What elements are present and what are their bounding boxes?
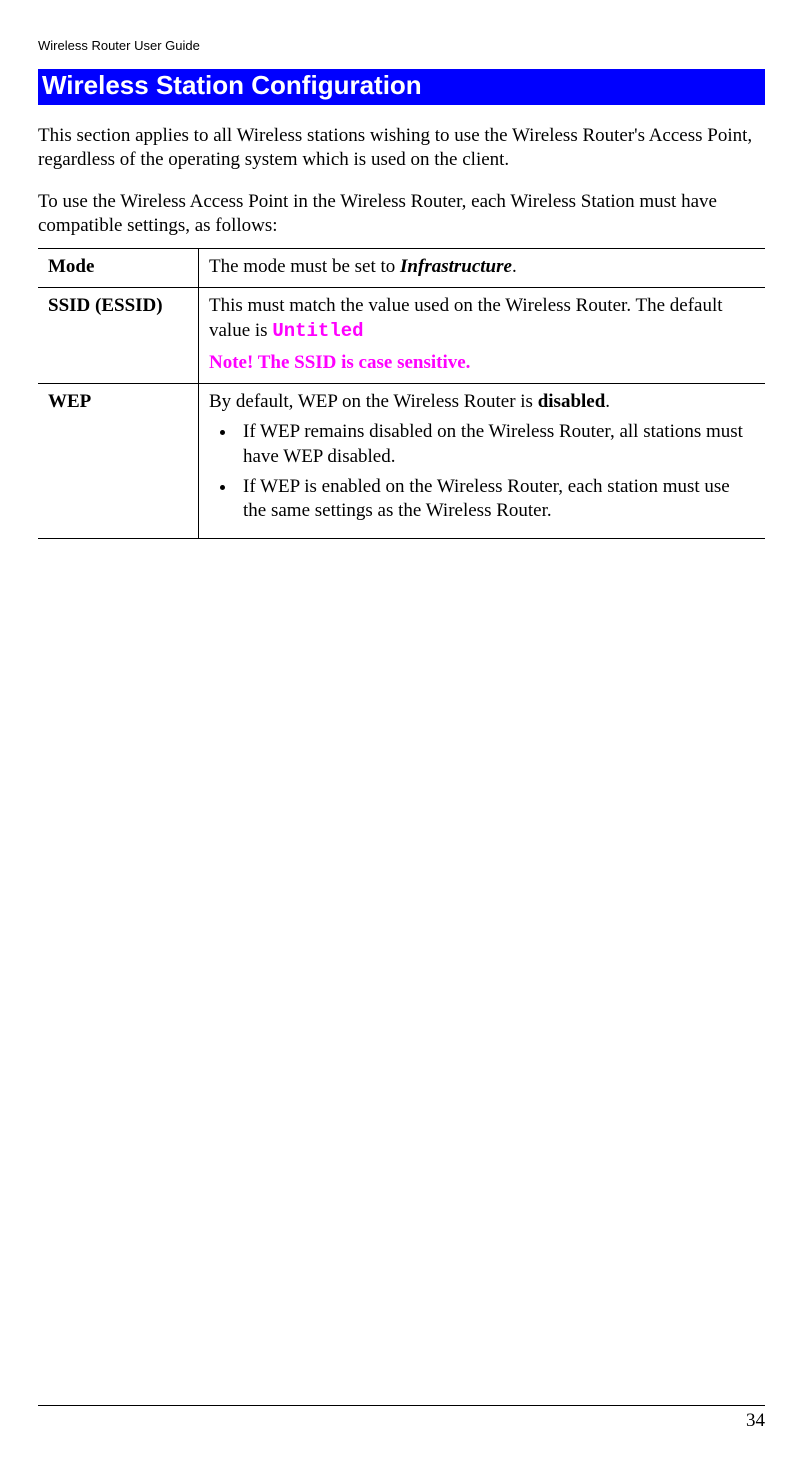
table-row: WEP By default, WEP on the Wireless Rout… xyxy=(38,384,765,539)
intro-paragraph-1: This section applies to all Wireless sta… xyxy=(38,124,765,172)
emph-text: Infrastructure xyxy=(400,256,512,277)
row-label-ssid: SSID (ESSID) xyxy=(38,288,199,384)
section-title: Wireless Station Configuration xyxy=(38,69,765,105)
ssid-note: Note! The SSID is case sensitive. xyxy=(209,351,755,375)
page: Wireless Router User Guide Wireless Stat… xyxy=(0,0,803,1468)
table-row: SSID (ESSID) This must match the value u… xyxy=(38,288,765,384)
bold-text: disabled xyxy=(538,391,606,412)
ssid-line1: This must match the value used on the Wi… xyxy=(209,294,755,343)
table-row: Mode The mode must be set to Infrastruct… xyxy=(38,248,765,287)
text: The mode must be set to xyxy=(209,256,400,277)
row-value-wep: By default, WEP on the Wireless Router i… xyxy=(199,384,766,539)
wep-intro: By default, WEP on the Wireless Router i… xyxy=(209,390,755,414)
code-text: Untitled xyxy=(272,320,363,342)
row-value-mode: The mode must be set to Infrastructure. xyxy=(199,248,766,287)
text: By default, WEP on the Wireless Router i… xyxy=(209,391,538,412)
intro-paragraph-2: To use the Wireless Access Point in the … xyxy=(38,190,765,238)
list-item: If WEP remains disabled on the Wireless … xyxy=(237,420,755,469)
text: . xyxy=(605,391,610,412)
running-header: Wireless Router User Guide xyxy=(38,38,765,53)
text: . xyxy=(512,256,517,277)
footer-rule xyxy=(38,1405,765,1406)
page-number: 34 xyxy=(38,1410,765,1432)
page-footer: 34 xyxy=(38,1405,765,1432)
wep-bullets: If WEP remains disabled on the Wireless … xyxy=(209,420,755,523)
row-value-ssid: This must match the value used on the Wi… xyxy=(199,288,766,384)
row-label-wep: WEP xyxy=(38,384,199,539)
row-label-mode: Mode xyxy=(38,248,199,287)
list-item: If WEP is enabled on the Wireless Router… xyxy=(237,475,755,524)
settings-table: Mode The mode must be set to Infrastruct… xyxy=(38,248,765,539)
